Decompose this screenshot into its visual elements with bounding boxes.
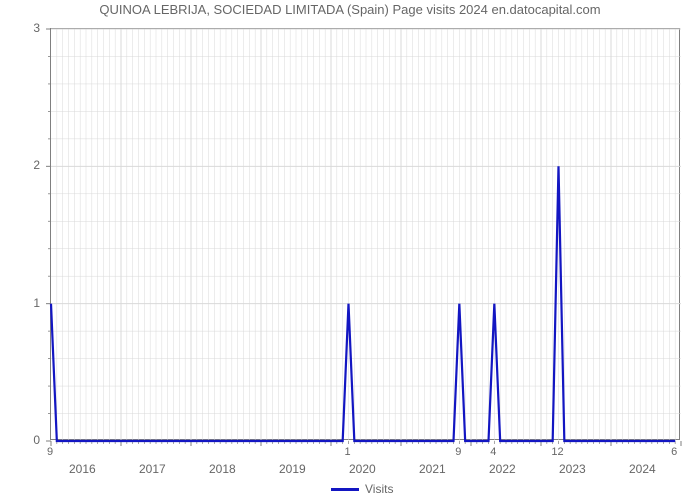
x-tick-label: 2021 — [419, 462, 446, 476]
legend-swatch — [331, 488, 359, 491]
legend: Visits — [331, 482, 393, 496]
y-tick-label: 3 — [33, 21, 40, 35]
y-tick-label: 2 — [33, 158, 40, 172]
x-tick-label: 2017 — [139, 462, 166, 476]
x-tick-label: 2024 — [629, 462, 656, 476]
data-point-label: 9 — [42, 446, 58, 458]
chart-title: QUINOA LEBRIJA, SOCIEDAD LIMITADA (Spain… — [0, 2, 700, 17]
x-tick-label: 2019 — [279, 462, 306, 476]
x-tick-label: 2022 — [489, 462, 516, 476]
x-tick-label: 2018 — [209, 462, 236, 476]
data-point-label: 4 — [485, 446, 501, 458]
x-tick-label: 2023 — [559, 462, 586, 476]
y-tick-label: 0 — [33, 433, 40, 447]
x-tick-label: 2020 — [349, 462, 376, 476]
plot-area — [50, 28, 680, 440]
y-tick-label: 1 — [33, 296, 40, 310]
data-point-label: 9 — [450, 446, 466, 458]
data-point-label: 6 — [666, 446, 682, 458]
legend-label: Visits — [365, 482, 393, 496]
data-point-label: 1 — [340, 446, 356, 458]
x-tick-label: 2016 — [69, 462, 96, 476]
data-point-label: 12 — [550, 446, 566, 458]
plot-svg — [51, 29, 681, 441]
